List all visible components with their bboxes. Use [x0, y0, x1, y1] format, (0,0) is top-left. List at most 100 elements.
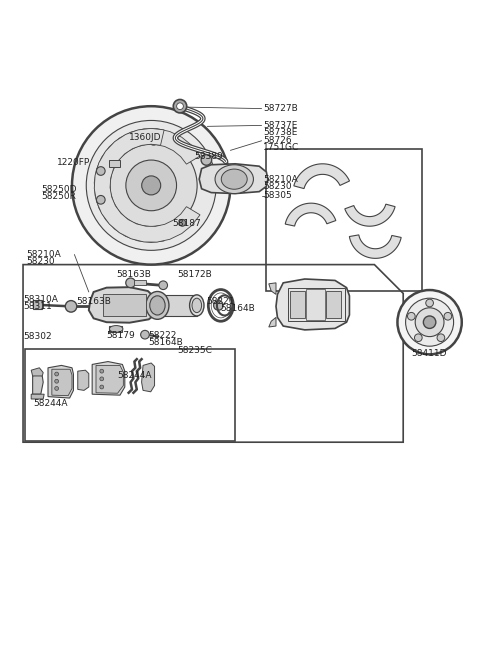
- Text: 58210A: 58210A: [26, 250, 61, 259]
- Text: 58727B: 58727B: [263, 104, 298, 113]
- Polygon shape: [199, 164, 268, 194]
- Polygon shape: [94, 128, 200, 242]
- Circle shape: [105, 139, 197, 232]
- Bar: [25, 349, 235, 441]
- Text: 58164B: 58164B: [220, 304, 254, 313]
- Circle shape: [55, 379, 59, 383]
- Circle shape: [100, 370, 104, 373]
- Polygon shape: [276, 279, 349, 330]
- Circle shape: [55, 372, 59, 376]
- Text: 58179: 58179: [107, 331, 135, 339]
- Text: 58235C: 58235C: [178, 345, 213, 354]
- Circle shape: [415, 308, 444, 337]
- Circle shape: [55, 387, 59, 390]
- Text: 1220FP: 1220FP: [57, 158, 90, 167]
- Text: 58163B: 58163B: [116, 269, 151, 279]
- Text: 58726: 58726: [263, 136, 292, 145]
- Ellipse shape: [109, 326, 123, 332]
- Bar: [290, 290, 305, 318]
- Polygon shape: [96, 366, 123, 393]
- Circle shape: [141, 330, 149, 339]
- Circle shape: [100, 385, 104, 389]
- Circle shape: [423, 316, 436, 328]
- Circle shape: [408, 313, 415, 320]
- Circle shape: [159, 281, 168, 290]
- Circle shape: [126, 278, 135, 288]
- Circle shape: [214, 301, 223, 310]
- Circle shape: [201, 155, 212, 165]
- Circle shape: [414, 334, 422, 341]
- Polygon shape: [345, 204, 395, 226]
- Text: 58222: 58222: [148, 331, 176, 339]
- Text: 1360JD: 1360JD: [129, 133, 161, 143]
- Ellipse shape: [211, 293, 230, 318]
- Polygon shape: [349, 235, 401, 258]
- Text: 58311: 58311: [23, 302, 52, 311]
- Text: 58244A: 58244A: [34, 400, 68, 408]
- Bar: [109, 160, 120, 167]
- Text: 58389: 58389: [194, 152, 223, 161]
- Text: 58230: 58230: [263, 182, 292, 191]
- Text: 58244A: 58244A: [118, 371, 152, 379]
- Circle shape: [100, 377, 104, 381]
- Text: 58221: 58221: [206, 297, 235, 306]
- Circle shape: [179, 220, 186, 226]
- Polygon shape: [142, 363, 155, 392]
- Polygon shape: [89, 287, 157, 322]
- Polygon shape: [94, 129, 200, 243]
- Bar: [103, 294, 146, 317]
- Polygon shape: [92, 362, 125, 395]
- Polygon shape: [52, 370, 72, 396]
- Ellipse shape: [215, 165, 253, 194]
- Polygon shape: [48, 366, 73, 398]
- Circle shape: [397, 290, 462, 354]
- Polygon shape: [269, 317, 276, 327]
- Text: 58210A: 58210A: [263, 175, 298, 184]
- Text: 58164B: 58164B: [148, 338, 182, 347]
- Ellipse shape: [221, 169, 247, 189]
- Ellipse shape: [190, 295, 204, 316]
- Circle shape: [406, 298, 454, 346]
- Circle shape: [96, 196, 105, 204]
- Text: 58411D: 58411D: [411, 349, 446, 358]
- Ellipse shape: [150, 296, 165, 315]
- Polygon shape: [78, 370, 89, 390]
- Text: 58230: 58230: [26, 257, 55, 266]
- Text: 58310A: 58310A: [23, 295, 58, 304]
- Ellipse shape: [146, 292, 169, 319]
- Circle shape: [177, 103, 183, 110]
- Polygon shape: [285, 203, 336, 226]
- Polygon shape: [294, 164, 349, 188]
- Circle shape: [444, 313, 452, 320]
- Polygon shape: [31, 368, 43, 376]
- Text: 58163B: 58163B: [76, 297, 111, 306]
- Bar: [158, 295, 197, 316]
- Text: 58305: 58305: [263, 192, 292, 201]
- Polygon shape: [31, 394, 44, 399]
- Bar: [306, 289, 325, 320]
- Polygon shape: [33, 374, 43, 394]
- Bar: [288, 288, 345, 320]
- Polygon shape: [109, 326, 122, 332]
- Circle shape: [86, 120, 216, 250]
- Circle shape: [96, 167, 105, 175]
- Text: 1751GC: 1751GC: [263, 143, 300, 152]
- Text: 58172B: 58172B: [178, 269, 212, 279]
- Circle shape: [173, 99, 187, 113]
- Text: 58738E: 58738E: [263, 128, 298, 137]
- Text: 58302: 58302: [23, 332, 52, 341]
- Ellipse shape: [192, 298, 202, 313]
- Circle shape: [437, 334, 445, 341]
- Circle shape: [126, 160, 177, 211]
- Bar: [266, 149, 422, 291]
- Bar: [33, 300, 42, 309]
- Circle shape: [142, 176, 161, 195]
- Bar: [326, 290, 341, 318]
- Text: 58737E: 58737E: [263, 121, 298, 130]
- Text: 58250D: 58250D: [41, 184, 76, 194]
- Circle shape: [426, 299, 433, 307]
- Circle shape: [65, 301, 77, 312]
- Bar: [134, 281, 146, 285]
- Polygon shape: [269, 283, 276, 294]
- Text: 58187: 58187: [172, 219, 201, 228]
